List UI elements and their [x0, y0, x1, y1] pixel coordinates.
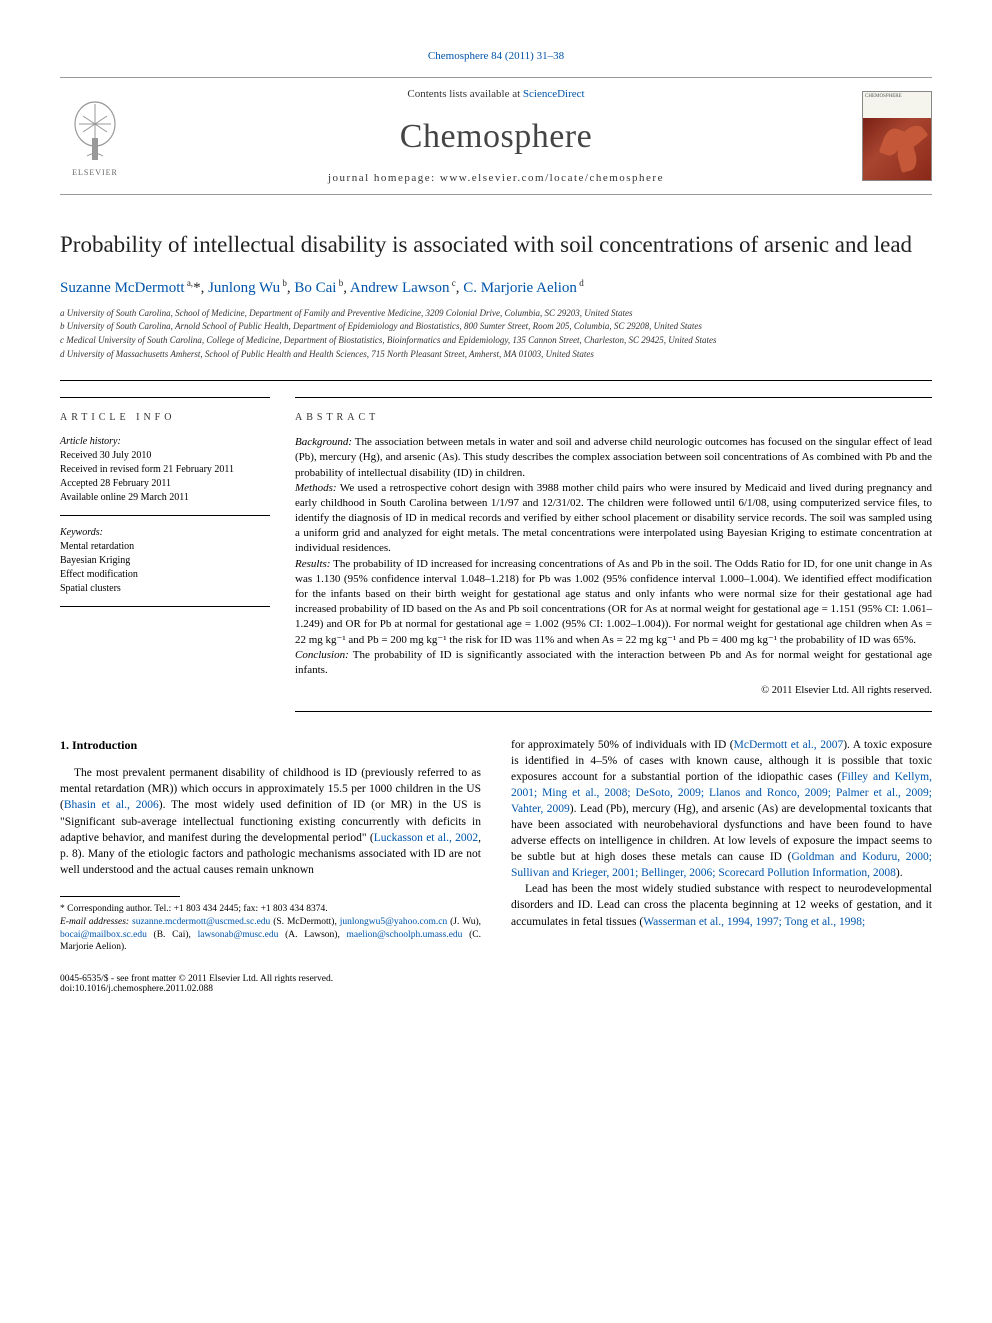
elsevier-tree-icon	[65, 96, 125, 166]
abstract-text: We used a retrospective cohort design wi…	[295, 482, 932, 555]
page-footer: 0045-6535/$ - see front matter © 2011 El…	[60, 974, 932, 994]
body-paragraph: The most prevalent permanent disability …	[60, 765, 481, 878]
section-title: Introduction	[72, 738, 137, 752]
sciencedirect-line: Contents lists available at ScienceDirec…	[130, 88, 862, 100]
email-link[interactable]: suzanne.mcdermott@uscmed.sc.edu	[132, 917, 270, 927]
journal-name: Chemosphere	[130, 118, 862, 156]
sciencedirect-prefix: Contents lists available at	[407, 88, 522, 100]
history-item: Available online 29 March 2011	[60, 491, 270, 505]
affiliation-item: b University of South Carolina, Arnold S…	[60, 320, 932, 333]
article-history-label: Article history:	[60, 435, 270, 449]
header-center: Contents lists available at ScienceDirec…	[130, 88, 862, 184]
header-band: ELSEVIER Contents lists available at Sci…	[60, 77, 932, 195]
citation-link[interactable]: Wasserman et al., 1994, 1997; Tong et al…	[643, 916, 865, 928]
body-text: ).	[896, 867, 903, 879]
history-item: Received in revised form 21 February 201…	[60, 463, 270, 477]
homepage-url: www.elsevier.com/locate/chemosphere	[440, 172, 664, 184]
abstract-column: ABSTRACT Background: The association bet…	[295, 397, 932, 711]
cover-title: CHEMOSPHERE	[863, 92, 931, 118]
email-link[interactable]: maelion@schoolph.umass.edu	[347, 930, 463, 940]
abstract-body: Background: The association between meta…	[295, 435, 932, 711]
abstract-label: Results:	[295, 558, 330, 570]
corresponding-marker: *	[193, 280, 201, 296]
section-number: 1.	[60, 738, 69, 752]
authors-line: Suzanne McDermott a,*, Junlong Wu b, Bo …	[60, 278, 932, 297]
info-abstract-row: ARTICLE INFO Article history: Received 3…	[60, 380, 932, 711]
elsevier-label: ELSEVIER	[72, 168, 118, 177]
keywords-label: Keywords:	[60, 526, 270, 540]
affiliations: a University of South Carolina, School o…	[60, 307, 932, 360]
body-paragraph: Lead has been the most widely studied su…	[511, 881, 932, 929]
top-citation-link[interactable]: Chemosphere 84 (2011) 31–38	[428, 50, 564, 62]
page: Chemosphere 84 (2011) 31–38 ELSEVIER Con…	[0, 0, 992, 1034]
email-addresses: E-mail addresses: suzanne.mcdermott@uscm…	[60, 916, 481, 954]
doi-line: doi:10.1016/j.chemosphere.2011.02.088	[60, 984, 333, 994]
sciencedirect-link[interactable]: ScienceDirect	[523, 88, 585, 100]
author-link[interactable]: C. Marjorie Aelion	[463, 280, 577, 296]
email-who: (B. Cai),	[147, 930, 198, 940]
homepage-prefix: journal homepage:	[328, 172, 440, 184]
keyword-item: Mental retardation	[60, 540, 270, 554]
keyword-item: Effect modification	[60, 568, 270, 582]
front-matter-line: 0045-6535/$ - see front matter © 2011 El…	[60, 974, 333, 984]
keyword-item: Spatial clusters	[60, 582, 270, 596]
history-item: Accepted 28 February 2011	[60, 477, 270, 491]
body-text: for approximately 50% of individuals wit…	[511, 739, 734, 751]
journal-homepage: journal homepage: www.elsevier.com/locat…	[130, 172, 862, 184]
abstract-label: Conclusion:	[295, 649, 349, 661]
email-link[interactable]: lawsonab@musc.edu	[198, 930, 279, 940]
journal-cover-thumbnail: CHEMOSPHERE	[862, 91, 932, 181]
author-affil-marker: b	[280, 278, 287, 288]
abstract-label: Methods:	[295, 482, 337, 494]
abstract-text: The association between metals in water …	[295, 436, 932, 478]
citation-link[interactable]: Luckasson et al., 2002	[374, 832, 478, 844]
corresponding-author-note: * Corresponding author. Tel.: +1 803 434…	[60, 903, 481, 916]
article-info-header: ARTICLE INFO	[60, 398, 270, 423]
section-heading: 1. Introduction	[60, 737, 481, 754]
email-label: E-mail addresses:	[60, 917, 129, 927]
footnote-separator	[60, 896, 180, 897]
author-link[interactable]: Suzanne McDermott	[60, 280, 185, 296]
keywords-block: Keywords: Mental retardation Bayesian Kr…	[60, 526, 270, 607]
citation-link[interactable]: Bhasin et al., 2006	[64, 799, 159, 811]
author-affil-marker: b	[336, 278, 343, 288]
abstract-label: Background:	[295, 436, 352, 448]
author-affil-marker: a,	[185, 278, 194, 288]
citation-link[interactable]: McDermott et al., 2007	[734, 739, 844, 751]
author-affil-marker: c	[449, 278, 455, 288]
abstract-copyright: © 2011 Elsevier Ltd. All rights reserved…	[295, 684, 932, 698]
top-citation: Chemosphere 84 (2011) 31–38	[60, 50, 932, 62]
email-who: (J. Wu),	[447, 917, 481, 927]
author-affil-marker: d	[577, 278, 584, 288]
affiliation-item: c Medical University of South Carolina, …	[60, 334, 932, 347]
abstract-text: The probability of ID is significantly a…	[295, 649, 932, 676]
abstract-text: The probability of ID increased for incr…	[295, 558, 932, 646]
author-link[interactable]: Junlong Wu	[208, 280, 280, 296]
author-link[interactable]: Andrew Lawson	[350, 280, 450, 296]
affiliation-item: d University of Massachusetts Amherst, S…	[60, 348, 932, 361]
elsevier-logo: ELSEVIER	[60, 96, 130, 177]
body-column-left: 1. Introduction The most prevalent perma…	[60, 737, 481, 955]
article-title: Probability of intellectual disability i…	[60, 230, 932, 260]
email-who: (S. McDermott),	[270, 917, 339, 927]
article-info-column: ARTICLE INFO Article history: Received 3…	[60, 397, 270, 711]
affiliation-item: a University of South Carolina, School o…	[60, 307, 932, 320]
cover-image	[863, 118, 931, 180]
history-item: Received 30 July 2010	[60, 449, 270, 463]
article-history-block: Article history: Received 30 July 2010 R…	[60, 435, 270, 516]
keyword-item: Bayesian Kriging	[60, 554, 270, 568]
body-paragraph: for approximately 50% of individuals wit…	[511, 737, 932, 882]
body-columns: 1. Introduction The most prevalent perma…	[60, 737, 932, 955]
author-link[interactable]: Bo Cai	[294, 280, 336, 296]
footnotes: * Corresponding author. Tel.: +1 803 434…	[60, 903, 481, 954]
email-who: (A. Lawson),	[278, 930, 346, 940]
body-column-right: for approximately 50% of individuals wit…	[511, 737, 932, 955]
email-link[interactable]: bocai@mailbox.sc.edu	[60, 930, 147, 940]
email-link[interactable]: junlongwu5@yahoo.com.cn	[340, 917, 447, 927]
abstract-header: ABSTRACT	[295, 397, 932, 423]
